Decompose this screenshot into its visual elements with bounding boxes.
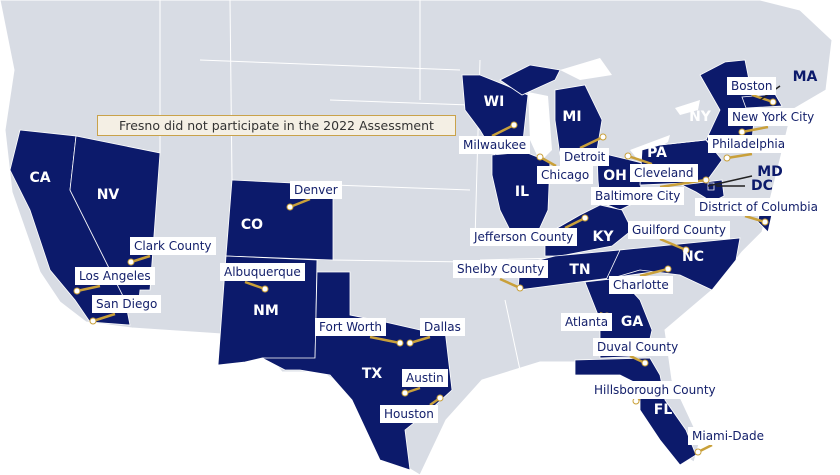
state-label: CA (29, 170, 51, 186)
city-dot[interactable] (536, 153, 544, 161)
city-label[interactable]: San Diego (92, 295, 162, 313)
city-dot[interactable] (723, 154, 731, 162)
leader-line (627, 154, 653, 166)
city-dot[interactable] (581, 214, 589, 222)
city-dot[interactable] (624, 152, 632, 160)
city-label[interactable]: Baltimore City (591, 187, 685, 205)
city-dot[interactable] (599, 133, 607, 141)
city-label[interactable]: Duval County (593, 338, 683, 356)
state-label: IL (514, 184, 530, 200)
state-label: NY (689, 109, 711, 125)
leader-line (491, 123, 515, 138)
city-dot[interactable] (73, 287, 81, 295)
city-label[interactable]: Denver (290, 181, 342, 199)
state-label: MI (562, 109, 582, 125)
city-label[interactable]: Atlanta (561, 313, 613, 331)
leader-line (726, 152, 753, 160)
state-label: NC (682, 249, 704, 265)
state-label: NM (253, 303, 279, 319)
state-label: TN (569, 262, 591, 278)
city-dot[interactable] (694, 448, 702, 456)
city-dot[interactable] (396, 339, 404, 347)
city-label[interactable]: Austin (402, 369, 448, 387)
leader-line (639, 267, 669, 278)
city-label[interactable]: Chicago (537, 166, 594, 184)
city-dot[interactable] (127, 258, 135, 266)
leader-line (92, 312, 116, 323)
city-dot[interactable] (702, 176, 710, 184)
state-label: MD (757, 164, 783, 180)
city-label[interactable]: Guilford County (628, 221, 731, 239)
state-label: PA (647, 145, 667, 161)
city-dot[interactable] (436, 394, 444, 402)
city-label[interactable]: Clark County (130, 237, 216, 255)
city-dot[interactable] (641, 359, 649, 367)
state-label: TX (361, 366, 383, 382)
city-label[interactable]: New York City (728, 108, 819, 126)
state-label: NV (96, 187, 120, 203)
city-dot[interactable] (89, 317, 97, 325)
leader-line (499, 277, 521, 290)
state-pointer-line (707, 175, 753, 187)
state-label: DC (751, 178, 773, 194)
city-label[interactable]: Cleveland (630, 164, 698, 182)
leader-line (579, 135, 604, 150)
city-dot[interactable] (401, 389, 409, 397)
state-label: MA (792, 69, 818, 85)
state-label: WI (483, 94, 505, 110)
city-label[interactable]: Shelby County (453, 260, 549, 278)
state-label: CO (240, 217, 264, 233)
city-dot[interactable] (286, 203, 294, 211)
fresno-note: Fresno did not participate in the 2022 A… (97, 115, 456, 136)
city-label[interactable]: District of Columbia (695, 198, 822, 216)
state-label: FL (653, 402, 673, 418)
city-label[interactable]: Dallas (420, 318, 465, 336)
city-dot[interactable] (516, 284, 524, 292)
city-label[interactable]: Jefferson County (470, 228, 578, 246)
city-label[interactable]: Boston (727, 77, 777, 95)
leader-line (659, 237, 687, 252)
city-label[interactable]: Hillsborough County (590, 381, 720, 399)
city-label[interactable]: Los Angeles (75, 267, 155, 285)
city-label[interactable]: Philadelphia (708, 135, 790, 153)
leader-line (244, 280, 266, 291)
city-label[interactable]: Houston (380, 405, 438, 423)
city-label[interactable]: Miami-Dade (688, 427, 768, 445)
city-label[interactable]: Detroit (560, 148, 610, 166)
leader-line (289, 197, 311, 209)
leader-line (76, 284, 101, 293)
leader-line (564, 216, 586, 230)
city-dot[interactable] (406, 339, 414, 347)
city-label[interactable]: Charlotte (609, 276, 673, 294)
state-fl[interactable] (574, 357, 697, 466)
city-dot[interactable] (664, 265, 672, 273)
leader-line (741, 125, 769, 134)
city-dot[interactable] (261, 285, 269, 293)
city-label[interactable]: Fort Worth (315, 318, 387, 336)
city-dot[interactable] (510, 121, 518, 129)
leader-line (369, 335, 401, 345)
city-label[interactable]: Milwaukee (459, 136, 531, 154)
state-label: GA (620, 314, 644, 330)
leader-line (659, 178, 707, 189)
city-dot[interactable] (761, 218, 769, 226)
city-label[interactable]: Albuquerque (220, 263, 305, 281)
state-label: KY (592, 229, 614, 245)
city-dot[interactable] (682, 246, 690, 254)
state-label: OH (603, 168, 627, 184)
city-dot[interactable] (769, 98, 777, 106)
